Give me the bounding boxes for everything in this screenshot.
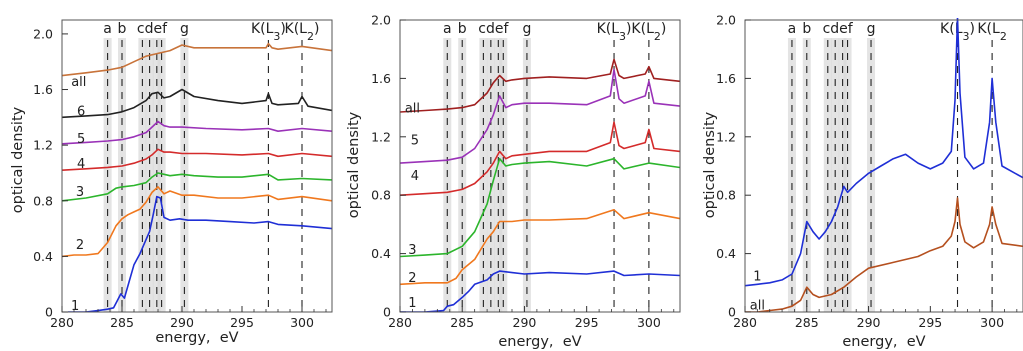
x-tick-label-295: 295 [575,315,599,330]
reference-label-6: g [180,21,189,37]
y-tick-label: 0.8 [33,193,53,208]
reference-label-4: cdef [478,21,509,37]
series-label-5: 5 [411,134,419,149]
series-label-2: 2 [408,271,416,286]
y-tick-label: 0.8 [371,188,391,203]
reference-label-1: b [458,21,467,37]
plot-frame [61,19,333,313]
plot-frame [744,19,1023,313]
x-tick-label-280: 280 [733,315,757,330]
reference-label-7: K(L3) [597,21,632,43]
series-line-all [62,42,332,77]
y-tick-label: 1.2 [33,138,53,153]
y-tick-label: 0.4 [371,246,391,261]
series-label-all: all [71,75,86,90]
y-tick-label: 1.2 [716,129,736,144]
y-axis-label: optical density [346,111,362,218]
reference-label-1: b [802,21,811,37]
x-tick-label-285: 285 [795,315,819,330]
series-line-2 [62,186,332,258]
series-line-6 [62,88,332,119]
series-label-2: 2 [76,238,84,253]
series-line-5 [400,68,680,164]
x-axis-label: energy, eV [155,330,238,346]
reference-label-6: g [867,21,876,37]
y-tick-label: 1.6 [33,82,53,97]
series-label-6: 6 [77,104,85,119]
reference-label-8: K(L2 [977,21,1006,43]
y-tick-label: 2.0 [33,26,53,41]
x-tick-label-300: 300 [980,315,1004,330]
y-tick-label: 2.0 [371,13,391,28]
x-tick-label-280: 280 [50,315,74,330]
y-tick-label: 0.4 [33,249,53,264]
x-tick-label-285: 285 [110,315,134,330]
series-line-4 [400,121,680,196]
series-line-5 [62,120,332,145]
panel-left: a b cdef g K(L3)K(L2) 1 2 3 4 5 6 all 280 285 290 295 30… [10,19,333,346]
y-tick-label: 0 [45,305,53,320]
x-tick-label-290: 290 [170,315,194,330]
series-line-1 [745,18,1023,287]
series-label-4: 4 [411,169,419,184]
series-label-all: all [750,299,765,314]
y-tick-label: 1.6 [371,71,391,86]
y-axis-label: optical density [10,106,26,213]
y-tick-label: 0 [728,305,736,320]
series-line-all [745,197,1023,312]
reference-label-4: cdef [823,21,854,37]
reference-label-4: cdef [137,21,168,37]
y-axis-label: optical density [702,111,718,218]
series-label-all: all [405,102,420,117]
series-line-3 [400,157,680,258]
reference-label-6: g [522,21,531,37]
x-tick-label-280: 280 [388,315,412,330]
y-tick-label: 1.2 [371,129,391,144]
series-label-1: 1 [71,299,79,314]
reference-label-0: a [788,21,797,37]
x-axis-label: energy, eV [498,334,581,350]
panel-middle: a b cdef g K(L3) K(L2) 1 2 3 4 5 all 280 285 290 295 300… [346,13,681,350]
x-axis-label: energy, eV [842,334,925,350]
y-tick-label: 0.8 [716,188,736,203]
series-line-1 [68,195,332,312]
series-line-all [400,58,680,113]
reference-label-1: b [118,21,127,37]
x-tick-label-300: 300 [290,315,314,330]
reference-label-7: K(L3) [251,21,286,43]
series-label-1: 1 [753,270,761,285]
y-tick-label: 0.4 [716,246,736,261]
reference-label-0: a [443,21,452,37]
series-label-5: 5 [77,132,85,147]
series-line-2 [400,209,680,286]
series-label-3: 3 [408,243,416,258]
series-label-4: 4 [77,157,85,172]
series-line-3 [62,172,332,202]
series-line-1 [400,270,680,312]
reference-label-0: a [103,21,112,37]
y-tick-label: 2.0 [716,13,736,28]
x-tick-label-295: 295 [918,315,942,330]
x-tick-label-285: 285 [450,315,474,330]
x-tick-label-290: 290 [857,315,881,330]
plot-frame [399,19,681,313]
x-tick-label-300: 300 [637,315,661,330]
series-label-1: 1 [408,296,416,311]
reference-label-8: K(L2) [631,21,666,43]
reference-label-8: K(L2) [285,21,320,43]
y-tick-label: 1.6 [716,71,736,86]
x-tick-label-295: 295 [230,315,254,330]
x-tick-label-290: 290 [513,315,537,330]
series-label-3: 3 [76,185,84,200]
series-line-4 [62,148,332,171]
y-tick-label: 0 [383,305,391,320]
